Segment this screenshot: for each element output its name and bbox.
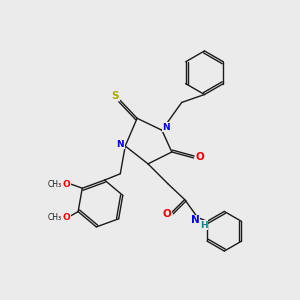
Text: N: N (162, 123, 170, 132)
Text: N: N (191, 215, 200, 225)
Text: H: H (200, 221, 207, 230)
Text: O: O (163, 209, 171, 219)
Text: O: O (195, 152, 204, 162)
Text: N: N (116, 140, 124, 148)
Text: S: S (112, 91, 119, 100)
Text: O: O (62, 180, 70, 189)
Text: CH₃: CH₃ (47, 213, 61, 222)
Text: O: O (62, 213, 70, 222)
Text: CH₃: CH₃ (47, 180, 61, 189)
